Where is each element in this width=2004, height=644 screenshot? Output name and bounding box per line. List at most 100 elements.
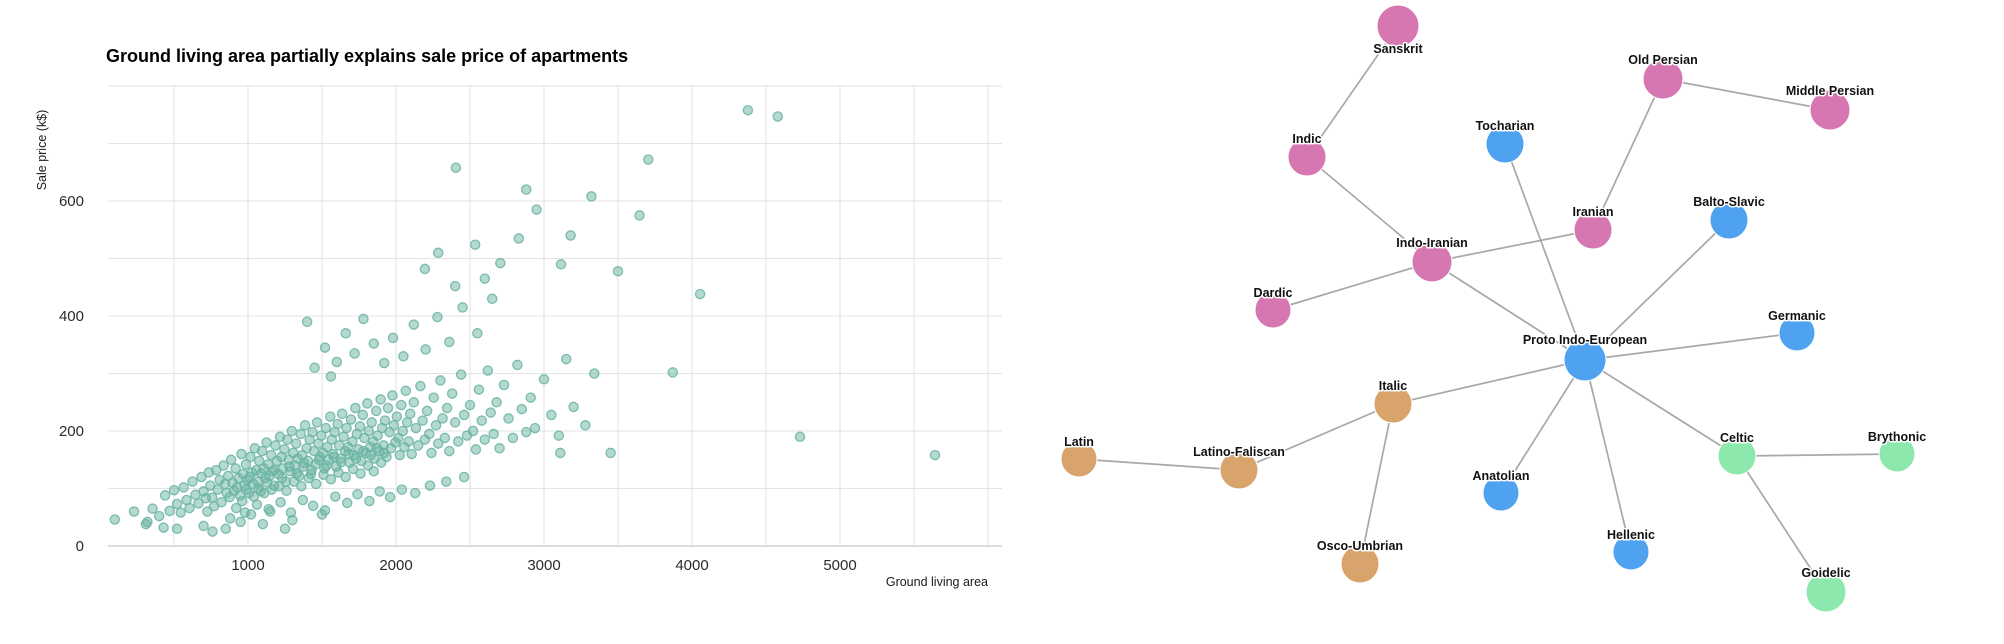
scatter-point <box>341 422 352 434</box>
scatter-point <box>263 503 274 515</box>
scatter-point <box>319 342 331 353</box>
scatter-point <box>449 280 461 292</box>
scatter-point <box>333 467 344 478</box>
y-tick-label: 600 <box>59 193 84 210</box>
scatter-point <box>325 371 337 382</box>
network-node-indic[interactable] <box>1287 137 1327 177</box>
network-node-sanskrit[interactable] <box>1376 4 1420 48</box>
scatter-point <box>485 407 496 418</box>
scatter-point <box>449 417 461 428</box>
scatter-point <box>794 431 806 443</box>
scatter-point <box>193 498 204 509</box>
scatter-point <box>513 233 525 244</box>
network-node-dardic[interactable] <box>1254 291 1292 329</box>
scatter-point <box>396 484 408 495</box>
network-node-label-brythonic: Brythonic <box>1868 430 1926 444</box>
scatter-point <box>210 464 222 476</box>
scatter-point <box>469 239 481 250</box>
network-node-label-middle-persian: Middle Persian <box>1786 84 1874 98</box>
network-node-balto-slavic[interactable] <box>1709 200 1749 240</box>
scatter-point <box>479 273 491 284</box>
network-node-label-iranian: Iranian <box>1573 205 1614 219</box>
scatter-point <box>225 454 237 466</box>
network-node-indo-iranian[interactable] <box>1411 241 1453 283</box>
network-node-latino-faliscan[interactable] <box>1219 450 1259 490</box>
scatter-point <box>212 484 223 495</box>
scatter-point <box>253 455 265 467</box>
scatter-point <box>476 415 488 426</box>
network-node-goidelic[interactable] <box>1805 571 1847 613</box>
network-node-hellenic[interactable] <box>1612 533 1650 571</box>
scatter-point <box>365 449 377 461</box>
network-node-label-sanskrit: Sanskrit <box>1373 42 1423 56</box>
scatter-point <box>311 417 323 428</box>
scatter-point <box>424 480 436 491</box>
network-node-label-goidelic: Goidelic <box>1801 566 1850 580</box>
scatter-point <box>298 457 310 469</box>
scatter-point <box>218 460 229 471</box>
scatter-point <box>299 420 311 431</box>
scatter-point <box>313 454 325 466</box>
scatter-tick-labels: 1000 2000 3000 4000 5000 0 200 400 600 <box>59 193 857 574</box>
scatter-point <box>158 522 169 533</box>
scatter-point <box>378 447 390 459</box>
scatter-point <box>507 432 519 444</box>
network-edge <box>1500 359 1586 494</box>
network-node-label-indo-iranian: Indo-Iranian <box>1396 236 1468 250</box>
scatter-point <box>382 402 394 414</box>
network-edge <box>1238 403 1394 471</box>
network-node-latin[interactable] <box>1060 440 1098 478</box>
network-node-label-italic: Italic <box>1379 379 1408 393</box>
scatter-ylabel: Sale price (k$) <box>35 110 49 191</box>
scatter-point <box>178 482 189 493</box>
scatter-point <box>319 505 331 516</box>
scatter-point <box>296 480 307 492</box>
scatter-point <box>634 210 645 221</box>
scatter-point <box>516 403 528 415</box>
network-node-brythonic[interactable] <box>1878 435 1916 473</box>
y-tick-label: 0 <box>76 538 84 555</box>
network-node-celtic[interactable] <box>1717 436 1757 476</box>
scatter-point <box>424 428 435 440</box>
scatter-point <box>220 523 232 535</box>
scatter-point <box>297 494 309 506</box>
scatter-point <box>486 293 498 305</box>
network-node-tocharian[interactable] <box>1485 124 1525 164</box>
scatter-point <box>159 490 171 501</box>
x-tick-label: 4000 <box>675 557 708 574</box>
scatter-point <box>245 451 256 463</box>
network-node-italic[interactable] <box>1373 384 1413 424</box>
network-node-germanic[interactable] <box>1778 314 1816 352</box>
scatter-point <box>318 469 329 480</box>
scatter-point <box>128 506 140 517</box>
scatter-point <box>153 510 165 522</box>
network-node-old-persian[interactable] <box>1642 58 1684 100</box>
network-edge <box>1736 455 1827 593</box>
scatter-point <box>261 437 272 448</box>
network-node-label-tocharian: Tocharian <box>1476 119 1535 133</box>
network-node-middle-persian[interactable] <box>1809 89 1851 131</box>
scatter-point <box>470 444 482 455</box>
scatter-point <box>772 111 784 122</box>
network-node-proto-indo-european[interactable] <box>1563 338 1607 382</box>
scatter-point <box>473 384 485 395</box>
scatter-point <box>354 421 366 432</box>
scatter-point <box>495 257 506 269</box>
scatter-point <box>498 379 510 391</box>
network-node-label-latino-faliscan: Latino-Faliscan <box>1193 445 1285 459</box>
scatter-point <box>275 497 286 508</box>
network-node-anatolian[interactable] <box>1482 474 1520 512</box>
scatter-point <box>458 471 470 483</box>
sale-price-scatter-plot: 1000 2000 3000 4000 5000 0 200 400 600 Ground li… <box>35 46 1002 589</box>
scatter-point <box>184 502 195 514</box>
scatter-point <box>482 365 494 376</box>
scatter-point <box>419 263 431 275</box>
scatter-point <box>420 344 431 355</box>
network-edge <box>1736 453 1898 457</box>
network-node-iranian[interactable] <box>1573 210 1613 250</box>
network-node-label-hellenic: Hellenic <box>1607 528 1655 542</box>
scatter-point <box>355 468 366 479</box>
scatter-point <box>164 505 175 517</box>
network-node-osco-umbrian[interactable] <box>1340 544 1380 584</box>
scatter-point <box>279 523 291 535</box>
